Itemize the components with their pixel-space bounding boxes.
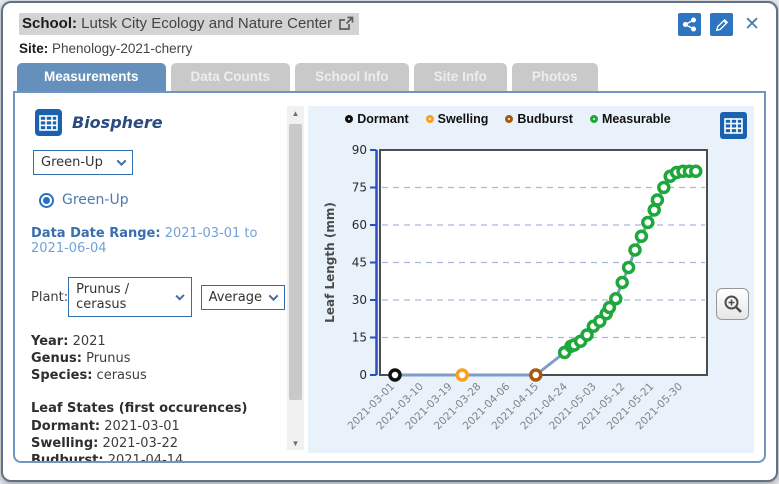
tab-data-counts[interactable]: Data Counts — [170, 63, 291, 91]
svg-text:15: 15 — [352, 331, 367, 345]
svg-text:30: 30 — [352, 293, 367, 307]
share-button[interactable] — [678, 13, 702, 36]
leaf-row-budburst: Budburst: 2021-04-14 — [31, 452, 184, 461]
scroll-down-arrow[interactable]: ▼ — [291, 438, 300, 448]
date-range-label: Data Date Range: — [31, 226, 161, 241]
data-table-button[interactable] — [720, 112, 747, 139]
share-icon — [682, 17, 697, 32]
biosphere-header: Biosphere — [35, 109, 285, 136]
external-link-icon[interactable] — [338, 16, 354, 31]
scrollbar-thumb[interactable] — [289, 124, 302, 400]
aggregate-select[interactable]: Average — [200, 284, 285, 310]
svg-text:45: 45 — [352, 256, 367, 270]
budburst-marker-icon — [505, 115, 514, 123]
school-label: School: — [22, 15, 77, 32]
plant-select[interactable]: Prunus / cerasus — [68, 277, 192, 317]
tab-measurements[interactable]: Measurements — [17, 63, 166, 91]
site-label: Site: — [19, 41, 49, 56]
school-name: Lutsk City Ecology and Nature Center — [81, 15, 333, 32]
biosphere-table-icon — [35, 109, 62, 136]
magnifier-plus-icon — [722, 294, 744, 315]
chart-panel: Dormant Swelling Budburst Measurable 0 15… — [308, 106, 754, 453]
zoom-chart-button[interactable] — [716, 288, 749, 320]
site-name: Phenology-2021-cherry — [52, 41, 193, 56]
chevron-down-icon — [116, 156, 127, 167]
plant-info-block: Year: 2021 Genus: Prunus Species: cerasu… — [31, 333, 285, 384]
date-range-row: Data Date Range: 2021-03-01 to 2021-06-0… — [31, 226, 285, 256]
svg-text:90: 90 — [352, 143, 367, 157]
plant-row: Plant: Prunus / cerasus Average — [31, 277, 285, 317]
pencil-icon — [715, 18, 729, 32]
edit-button[interactable] — [710, 13, 734, 36]
school-line: School: Lutsk City Ecology and Nature Ce… — [19, 13, 760, 35]
greenup-radio-label: Green-Up — [62, 192, 129, 208]
legend-item-budburst[interactable]: Budburst — [505, 112, 573, 126]
protocol-select-value: Green-Up — [41, 155, 103, 170]
header-actions: ✕ — [678, 13, 762, 36]
leaf-states-block: Leaf States (first occurences) Dormant: … — [31, 400, 285, 461]
greenup-radio[interactable] — [39, 192, 54, 208]
measurements-panel: Biosphere Green-Up Green-Up Data Date Ra… — [13, 91, 766, 463]
table-icon — [724, 117, 743, 134]
leaf-row-dormant: Dormant: 2021-03-01 — [31, 418, 180, 434]
svg-text:0: 0 — [359, 368, 367, 382]
info-row-genus: Genus: Prunus — [31, 351, 131, 367]
school-highlight: School: Lutsk City Ecology and Nature Ce… — [19, 13, 360, 35]
chevron-down-icon — [268, 290, 279, 301]
tab-bar: Measurements Data Counts School Info Sit… — [17, 63, 776, 91]
legend-item-measurable[interactable]: Measurable — [589, 112, 671, 126]
protocol-select[interactable]: Green-Up — [33, 150, 133, 175]
scroll-up-arrow[interactable]: ▲ — [291, 108, 300, 118]
legend-item-swelling[interactable]: Swelling — [425, 112, 488, 126]
info-row-year: Year: 2021 — [31, 334, 106, 349]
dialog-header: School: Lutsk City Ecology and Nature Ce… — [3, 3, 776, 56]
plant-select-value: Prunus / cerasus — [76, 282, 130, 312]
swelling-marker-icon — [425, 115, 434, 123]
dormant-marker-icon — [345, 115, 354, 123]
chevron-down-icon — [175, 290, 186, 301]
greenup-radio-row: Green-Up — [39, 192, 285, 208]
date-range-value: 2021-03-01 to 2021-06-04 — [31, 226, 258, 256]
leaf-states-title: Leaf States (first occurences) — [31, 401, 248, 417]
tab-site-info[interactable]: Site Info — [413, 63, 507, 91]
leaf-row-swelling: Swelling: 2021-03-22 — [31, 435, 179, 451]
sidebar-scrollbar[interactable]: ▲ ▼ — [287, 106, 304, 450]
info-row-species: Species: cerasus — [31, 368, 147, 384]
tab-school-info[interactable]: School Info — [295, 63, 409, 91]
aggregate-select-value: Average — [208, 289, 262, 305]
site-line: Site: Phenology-2021-cherry — [19, 41, 760, 56]
measurable-marker-icon — [589, 115, 598, 123]
sidebar: Biosphere Green-Up Green-Up Data Date Ra… — [15, 93, 287, 461]
svg-text:60: 60 — [352, 218, 367, 232]
close-icon[interactable]: ✕ — [744, 13, 760, 35]
svg-text:Leaf Length (mm): Leaf Length (mm) — [323, 202, 337, 323]
svg-text:75: 75 — [352, 181, 367, 195]
plant-label: Plant: — [31, 289, 69, 305]
tab-photos[interactable]: Photos — [511, 63, 598, 91]
protocol-title: Biosphere — [72, 113, 163, 132]
chart-legend: Dormant Swelling Budburst Measurable — [308, 112, 708, 126]
legend-item-dormant[interactable]: Dormant — [345, 112, 409, 126]
